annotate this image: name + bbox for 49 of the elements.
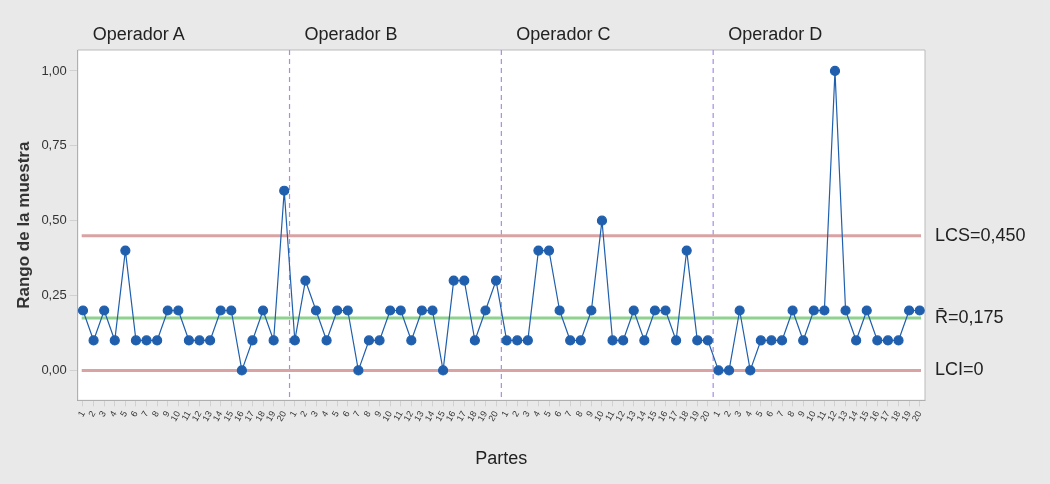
x-tick-label: 4 (107, 409, 119, 419)
x-tick-label: 5 (541, 409, 553, 419)
x-axis-title: Partes (475, 448, 528, 469)
x-tick-label: 7 (774, 409, 786, 419)
x-tick-label: 2 (298, 409, 310, 419)
y-tick-label: 0,25 (41, 287, 67, 303)
text: Operador C (516, 23, 611, 44)
y-tick-label: 0,00 (41, 361, 67, 377)
x-tick-label: 2 (86, 409, 98, 419)
x-tick-label: 2 (721, 409, 733, 419)
x-tick-label: 4 (742, 409, 755, 419)
x-tick-label: 6 (128, 409, 140, 419)
x-tick-label: 4 (531, 409, 543, 419)
text: Operador D (728, 23, 823, 44)
x-tick-label: 1 (75, 409, 87, 419)
x-tick-label: 7 (562, 409, 575, 419)
x-tick-label: 6 (552, 409, 564, 419)
x-tick-label: 7 (351, 409, 363, 419)
x-tick-label: 13 (200, 409, 214, 423)
x-tick-label: 7 (139, 409, 151, 419)
x-tick-label: 4 (319, 409, 331, 419)
x-tick-label: 8 (361, 409, 373, 419)
x-tick-label: 8 (573, 409, 585, 419)
x-tick-label: 2 (509, 409, 522, 419)
x-tick-label: 8 (785, 409, 797, 419)
x-tick-label: 5 (753, 409, 765, 419)
ref-line-label: LCS=0,450 (935, 224, 1026, 245)
y-tick-label: 0,75 (41, 137, 67, 153)
x-tick-label: 1 (711, 409, 723, 419)
y-tick-label: 0,50 (41, 212, 67, 228)
x-tick-label: 20 (698, 409, 712, 423)
x-tick-label: 1 (499, 409, 511, 419)
x-tick-label: 6 (340, 409, 352, 419)
x-tick-label: 20 (274, 409, 289, 423)
x-tick-label: 6 (764, 409, 776, 419)
x-tick-label: 5 (329, 409, 342, 419)
ref-line-label: LCI=0 (935, 359, 984, 380)
x-tick-label: 8 (149, 409, 162, 419)
ref-line-label: R̄=0,175 (935, 306, 1004, 327)
x-tick-label: 3 (96, 409, 109, 419)
x-tick-label: 3 (732, 409, 744, 419)
y-tick-label: 1,00 (41, 62, 67, 78)
text: Operador B (304, 23, 398, 44)
x-tick-label: 1 (287, 409, 299, 419)
text: Operador A (92, 23, 185, 44)
y-axis-title: Rango de la muestra (13, 141, 33, 309)
x-tick-label: 3 (520, 409, 532, 419)
x-tick-label: 5 (118, 409, 130, 419)
x-tick-label: 3 (308, 409, 320, 419)
